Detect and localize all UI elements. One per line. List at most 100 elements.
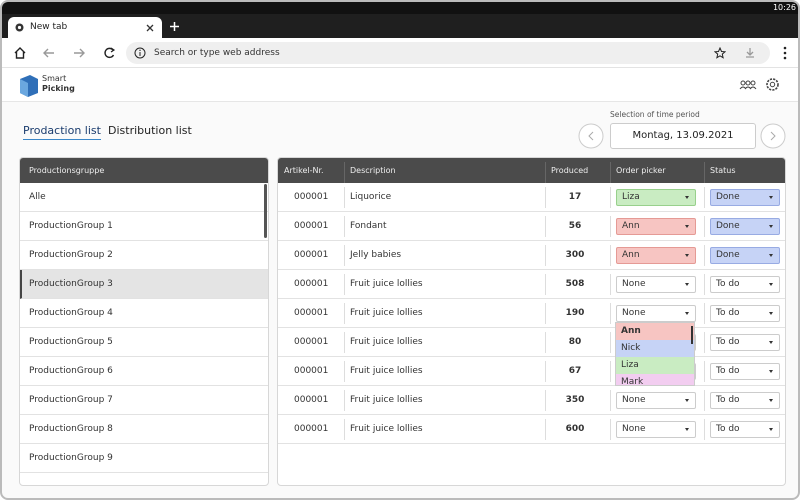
group-item[interactable]: Alle [20,183,268,212]
column-header[interactable]: Artikel-Nr. [284,166,324,175]
cell-separator [344,216,345,237]
nav-buttons[interactable] [2,38,126,68]
status-time: 10:26 [2,2,798,14]
order-picker[interactable]: None [616,305,696,322]
tab-bar: New tab [2,14,798,38]
dropdown-option[interactable]: Liza [616,357,694,374]
article-number: 000001 [294,337,329,347]
column-header[interactable]: Produced [551,166,589,175]
description: Fruit juice lollies [350,337,423,347]
tab-production[interactable]: Prodaction list [23,124,101,140]
group-item[interactable]: ProductionGroup 1 [20,212,268,241]
order-picker[interactable]: None [616,276,696,293]
column-header[interactable]: Description [350,166,396,175]
download[interactable] [744,47,756,59]
period-label: Selection of time period [610,110,700,119]
settings-icon[interactable] [765,77,780,92]
status-select[interactable]: To do [710,392,780,409]
status-select[interactable]: To do [710,305,780,322]
table-row[interactable]: 000001 Fruit juice lollies 190 None To do [278,299,785,328]
order-picker[interactable]: Liza [616,189,696,206]
next-date[interactable] [760,123,786,149]
new-tab[interactable] [169,21,180,32]
order-picker[interactable]: Ann [616,247,696,264]
date-field[interactable]: Montag, 13.09.2021 [610,123,756,149]
description: Fondant [350,221,387,231]
group-item[interactable]: ProductionGroup 4 [20,299,268,328]
order-picker[interactable]: None [616,392,696,409]
cell-separator [545,390,546,411]
tab-close[interactable] [146,24,154,32]
star[interactable] [714,47,726,59]
cell-separator [545,245,546,266]
header-text: Productionsgruppe [29,166,105,175]
cell-separator [704,187,705,208]
cell-separator [545,361,546,382]
cell-separator [545,274,546,295]
cell-separator [610,245,611,266]
status-select[interactable]: Done [710,189,780,206]
cell-separator [704,303,705,324]
table-row[interactable]: 000001 Fruit juice lollies 508 None To do [278,270,785,299]
cell-separator [344,361,345,382]
cell-separator [704,361,705,382]
cell-separator [610,361,611,382]
status-select[interactable]: Done [710,247,780,264]
logo-text: Picking [42,84,75,93]
group-item[interactable]: ProductionGroup 8 [20,415,268,444]
table-row[interactable]: 000001 Liquorice 17 Liza Done [278,183,785,212]
status-select[interactable]: Done [710,218,780,235]
address-bar[interactable]: Search or type web address [126,42,770,64]
logo-mark [20,75,38,97]
table-row[interactable]: 000001 Fruit juice lollies 350 None To do [278,386,785,415]
scrollbar [264,184,267,238]
dropdown-option[interactable]: Nick [616,340,694,357]
group-item[interactable]: ProductionGroup 2 [20,241,268,270]
cell-separator [704,274,705,295]
users-icon[interactable] [739,79,757,91]
produced: 300 [565,250,585,260]
status-select[interactable]: To do [710,276,780,293]
picker-dropdown: Ann Nick Liza Mark [615,322,695,386]
produced: 350 [565,395,585,405]
column-header[interactable]: Order picker [616,166,666,175]
tab-distribution[interactable]: Distribution list [108,124,192,137]
description: Fruit juice lollies [350,424,423,434]
cell-separator [610,303,611,324]
table-row[interactable]: 000001 Fondant 56 Ann Done [278,212,785,241]
cell-separator [545,332,546,353]
group-item[interactable]: ProductionGroup 3 [20,270,268,299]
group-item[interactable]: ProductionGroup 6 [20,357,268,386]
group-item[interactable]: ProductionGroup 7 [20,386,268,415]
group-item[interactable]: ProductionGroup 9 [20,444,268,473]
cell-separator [344,303,345,324]
status-select[interactable]: To do [710,421,780,438]
order-picker[interactable]: Ann [616,218,696,235]
order-picker[interactable]: None [616,421,696,438]
status-select[interactable]: To do [710,334,780,351]
article-number: 000001 [294,279,329,289]
table-row[interactable]: 000001 Jelly babies 300 Ann Done [278,241,785,270]
browser-tab[interactable]: New tab [8,17,162,38]
cell-separator [610,332,611,353]
description: Fruit juice lollies [350,395,423,405]
cell-separator [344,245,345,266]
dropdown-option[interactable]: Mark [616,374,694,385]
info-icon [134,47,146,59]
column-header[interactable]: Status [710,166,736,175]
cell-separator [610,390,611,411]
group-item[interactable] [20,473,268,485]
menu[interactable] [782,46,788,60]
description: Fruit juice lollies [350,279,423,289]
article-number: 000001 [294,366,329,376]
cell-separator [704,390,705,411]
prev-date[interactable] [578,123,604,149]
cell-separator [704,245,705,266]
status-select[interactable]: To do [710,363,780,380]
group-item[interactable]: ProductionGroup 5 [20,328,268,357]
cell-separator [344,274,345,295]
table-row[interactable]: 000001 Fruit juice lollies 600 None To do [278,415,785,444]
dropdown-option[interactable]: Ann [616,323,694,340]
